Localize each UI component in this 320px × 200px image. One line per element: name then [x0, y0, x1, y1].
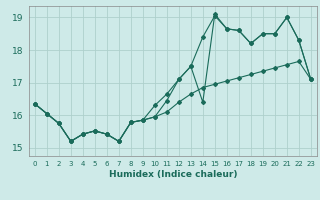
X-axis label: Humidex (Indice chaleur): Humidex (Indice chaleur) — [108, 170, 237, 179]
